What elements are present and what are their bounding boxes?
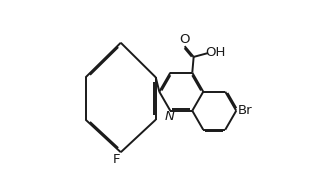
Text: OH: OH (205, 46, 226, 59)
Text: Br: Br (238, 104, 252, 117)
Text: N: N (164, 110, 174, 123)
Text: F: F (112, 153, 120, 166)
Text: O: O (179, 33, 190, 46)
